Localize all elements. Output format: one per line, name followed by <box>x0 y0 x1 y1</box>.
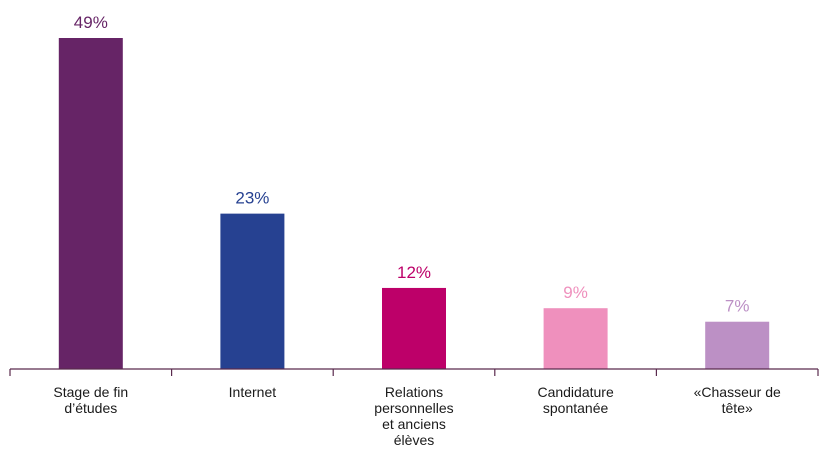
bar-value-label: 49% <box>74 13 108 32</box>
bar-value-label: 12% <box>397 263 431 282</box>
category-label: Stage de fin d’études <box>53 384 128 416</box>
bars-group <box>58 38 770 369</box>
bar <box>58 38 123 369</box>
category-label: «Chasseur de tête» <box>694 384 781 416</box>
bar <box>220 213 285 369</box>
bar-value-label: 23% <box>235 189 269 208</box>
data-labels-group: 49% 23% 12% 9% 7% <box>74 13 750 316</box>
category-label: Relations personnelles et anciens élèves <box>374 384 453 448</box>
category-label: Candidature spontanée <box>537 384 613 416</box>
bar-value-label: 9% <box>563 283 588 302</box>
bar <box>543 308 608 369</box>
category-labels-group: Stage de fin d’études Internet Relations per… <box>53 384 781 448</box>
category-label: Internet <box>229 384 277 400</box>
bar <box>382 287 446 369</box>
bar <box>705 321 770 369</box>
bar-value-label: 7% <box>725 297 750 316</box>
x-axis-ticks-group <box>9 369 819 376</box>
